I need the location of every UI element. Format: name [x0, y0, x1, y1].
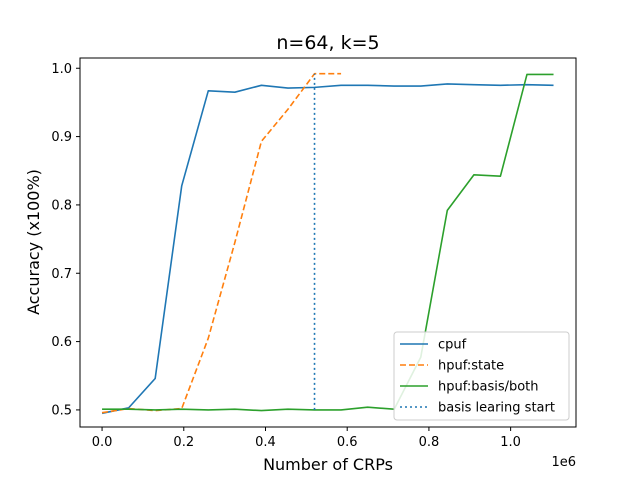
legend-label-3: basis learing start [438, 401, 555, 416]
x-tick-label: 0.2 [173, 435, 194, 450]
plot-frame [79, 57, 577, 428]
x-axis-offset-label: 1e6 [551, 455, 576, 470]
legend-label-1: hpuf:state [438, 359, 504, 374]
legend-box [393, 331, 570, 421]
y-tick-label: 1.0 [51, 62, 72, 77]
legend-label-2: hpuf:basis/both [438, 380, 539, 395]
series-line-0 [101, 83, 554, 415]
x-tick-label: 0.6 [337, 435, 358, 450]
x-tick-label: 0.8 [419, 435, 440, 450]
x-tick-label: 0.0 [92, 435, 113, 450]
x-axis-label: Number of CRPs [263, 455, 393, 474]
x-tick-label: 0.4 [255, 435, 276, 450]
series-layer [101, 72, 554, 415]
y-tick-label: 0.8 [51, 198, 72, 213]
chart-title: n=64, k=5 [276, 32, 379, 54]
y-tick-label: 0.5 [51, 403, 72, 418]
y-axis-label: Accuracy (x100%) [24, 169, 43, 315]
legend-label-0: cpuf [438, 338, 467, 353]
series-line-2 [102, 73, 554, 412]
y-tick-label: 0.9 [51, 130, 72, 145]
x-tick-label: 1.0 [500, 435, 521, 450]
y-tick-label: 0.7 [51, 267, 72, 282]
y-tick-label: 0.6 [51, 335, 72, 350]
legend: cpuf hpuf:state hpuf:basis/both basis leari… [393, 331, 570, 421]
axes-layer: 0.0 0.2 0.4 0.6 0.8 1.0 0.5 0.6 0.7 0.8 0.9 1.0 [51, 57, 577, 450]
